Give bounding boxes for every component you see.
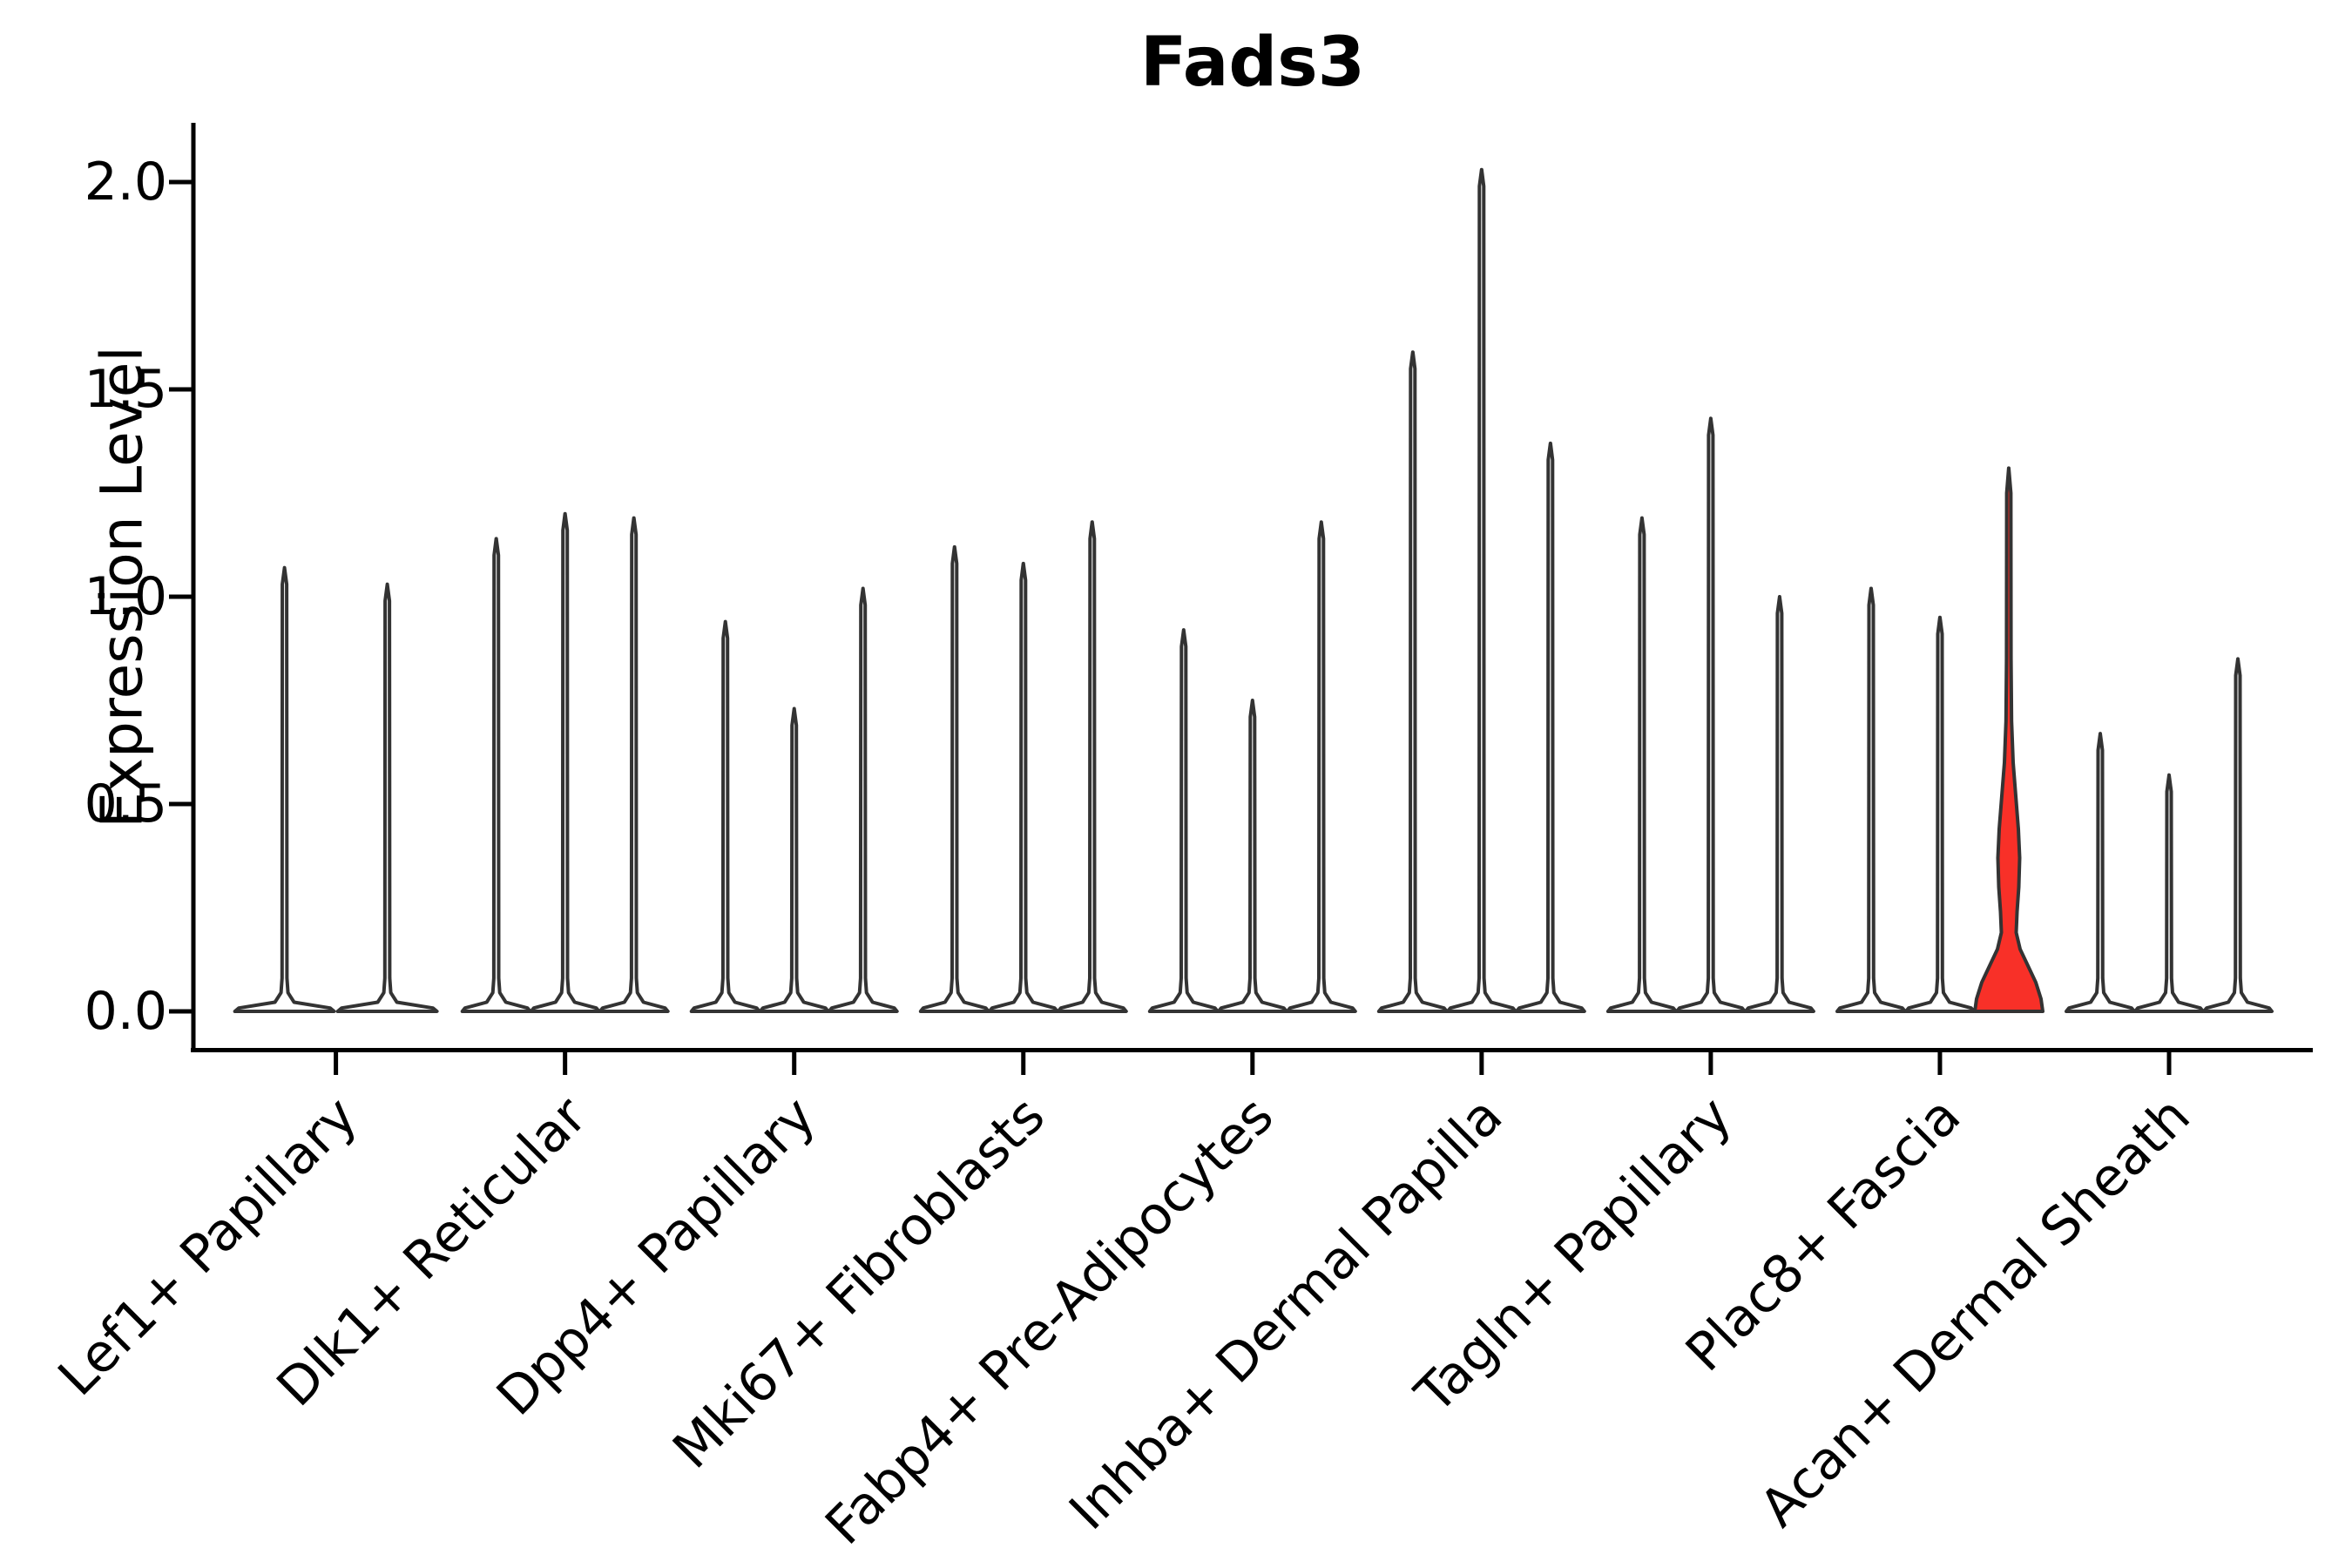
violin-tagln-papillary <box>1674 416 1747 1013</box>
chart-title: Fads3 <box>1140 24 1365 102</box>
violin-fabp4-pre-adipocytes <box>1147 628 1220 1013</box>
violin-fabp4-pre-adipocytes <box>1285 520 1357 1013</box>
violin-inhba-dermal-papilla <box>1514 441 1586 1013</box>
violin-highlighted-plac8-fascia <box>1973 466 2044 1013</box>
violin-acan-dermal-sheath <box>2065 732 2136 1013</box>
violin-acan-dermal-sheath <box>2202 657 2274 1013</box>
violin-mki67-fibroblasts <box>918 544 990 1013</box>
y-tick-label-0.5: 0.5 <box>84 774 167 835</box>
violin-tagln-papillary <box>1743 595 1815 1013</box>
violin-tagln-papillary <box>1605 516 1678 1013</box>
y-tick-label-2.0: 2.0 <box>84 152 167 213</box>
violin-dpp4-papillary <box>689 619 761 1013</box>
violin-dlk1-reticular <box>460 537 532 1013</box>
violin-lef1-papillary <box>335 582 439 1013</box>
violin-dpp4-papillary <box>758 706 830 1013</box>
violin-mki67-fibroblasts <box>987 561 1059 1013</box>
violin-lef1-papillary <box>233 565 336 1013</box>
violin-plac8-fascia <box>1835 586 1907 1013</box>
violin-dlk1-reticular <box>529 511 601 1013</box>
violin-inhba-dermal-papilla <box>1445 167 1517 1013</box>
violin-dpp4-papillary <box>827 586 899 1013</box>
violin-mki67-fibroblasts <box>1056 520 1128 1013</box>
y-tick-label-0.0: 0.0 <box>84 981 167 1042</box>
y-tick-label-1.5: 1.5 <box>84 359 167 420</box>
violin-dlk1-reticular <box>598 516 670 1013</box>
violin-fabp4-pre-adipocytes <box>1216 699 1288 1013</box>
violin-inhba-dermal-papilla <box>1376 350 1449 1013</box>
violin-plac8-fascia <box>1904 615 1976 1013</box>
violin-acan-dermal-sheath <box>2133 773 2205 1013</box>
y-tick-label-1.0: 1.0 <box>84 566 167 627</box>
